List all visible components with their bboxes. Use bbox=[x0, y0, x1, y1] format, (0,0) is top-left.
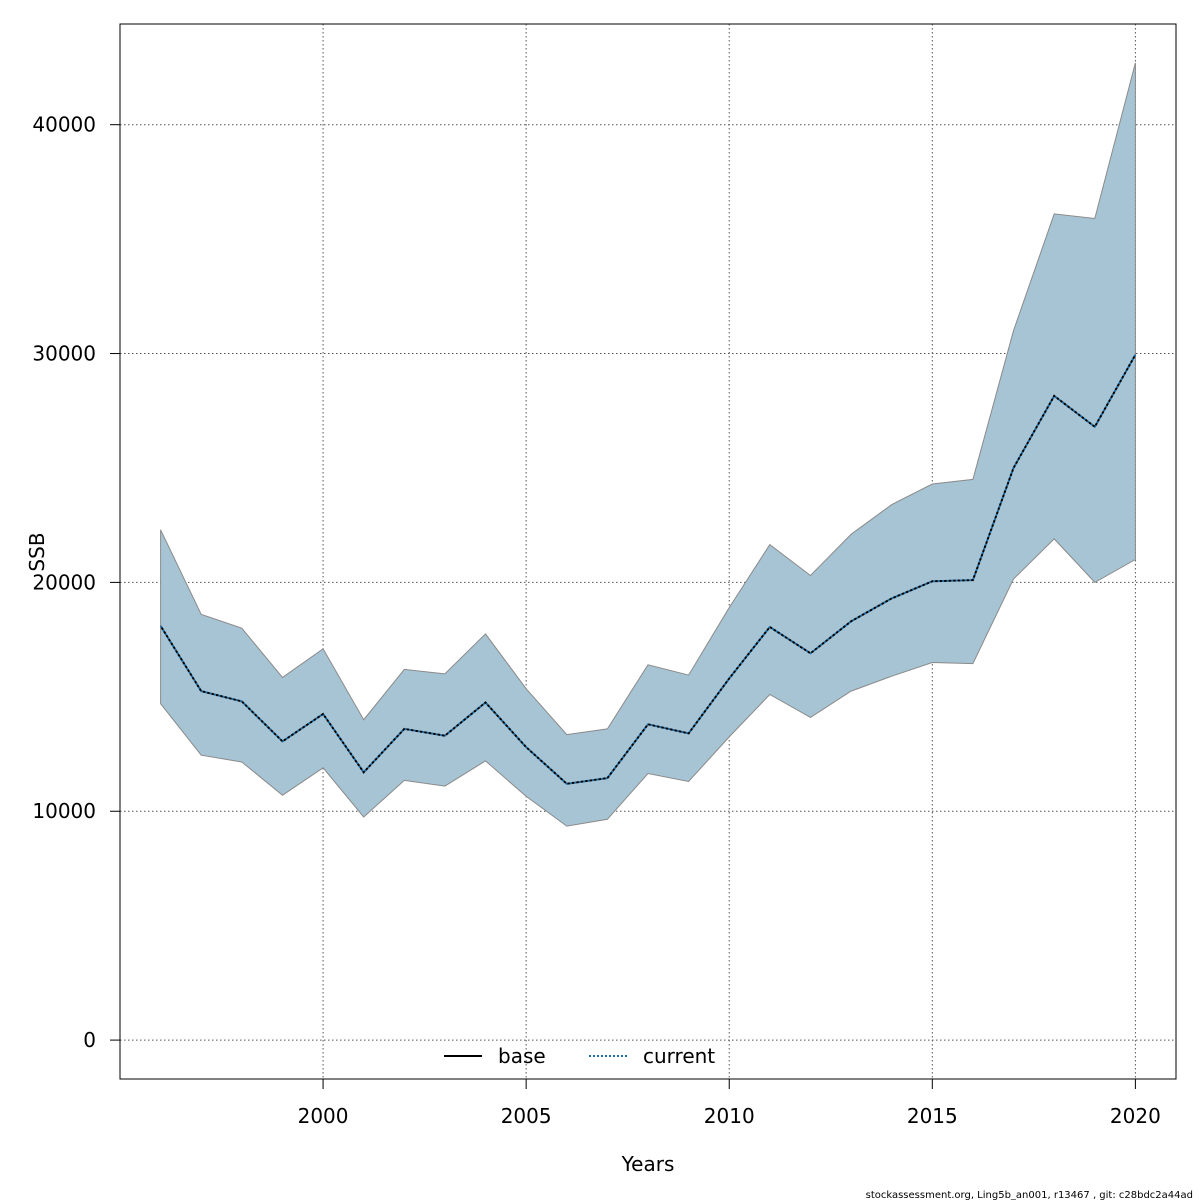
legend-label-base: base bbox=[498, 1044, 546, 1068]
footer-text: stockassessment.org, Ling5b_an001, r1346… bbox=[866, 1190, 1193, 1200]
series-lines bbox=[159, 354, 1137, 785]
x-tick-label: 2015 bbox=[907, 1104, 958, 1128]
y-tick-label: 20000 bbox=[32, 570, 96, 594]
x-axis-title: Years bbox=[621, 1152, 675, 1176]
x-tick-label: 2005 bbox=[501, 1104, 552, 1128]
x-tick-label: 2000 bbox=[298, 1104, 349, 1128]
series-line-current bbox=[159, 354, 1137, 785]
y-axis-title: SSB bbox=[25, 532, 49, 571]
y-tick-label: 30000 bbox=[32, 342, 96, 366]
confidence-band bbox=[160, 62, 1136, 827]
y-tick-label: 40000 bbox=[32, 113, 96, 137]
series-line-overlay bbox=[159, 354, 1137, 785]
x-tick-label: 2020 bbox=[1110, 1104, 1161, 1128]
confidence-band-area bbox=[160, 62, 1136, 827]
y-tick-label: 0 bbox=[83, 1028, 96, 1052]
legend-label-current: current bbox=[643, 1044, 715, 1068]
legend: base current bbox=[444, 1044, 715, 1068]
axis-ticks: 2000 2005 2010 2015 2020 0 10000 20000 30000 4000… bbox=[32, 113, 1160, 1128]
x-tick-label: 2010 bbox=[704, 1104, 755, 1128]
y-tick-label: 10000 bbox=[32, 799, 96, 823]
plot-frame bbox=[119, 23, 1177, 1080]
